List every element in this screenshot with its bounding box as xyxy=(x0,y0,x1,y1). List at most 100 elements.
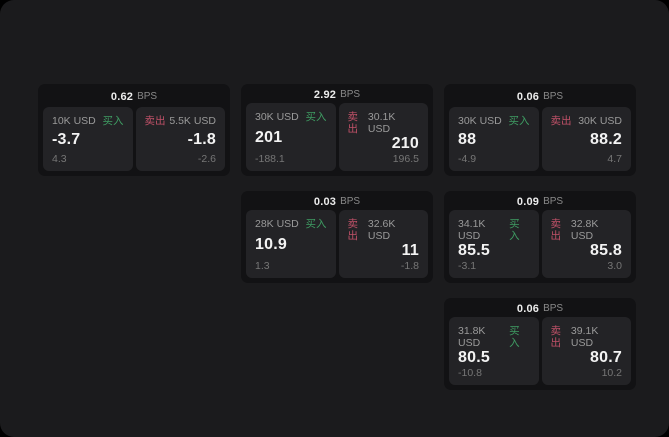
buy-side-tag: 买入 xyxy=(305,111,327,123)
sell-delta: 3.0 xyxy=(607,260,622,272)
spread-unit: BPS xyxy=(137,91,158,102)
sell-panel-header: 卖出 32.6K USD xyxy=(348,218,420,242)
buy-quote-panel[interactable]: 30K USD 买入 88 -4.9 xyxy=(449,107,539,171)
buy-quote-panel[interactable]: 34.1K USD 买入 85.5 -3.1 xyxy=(449,210,539,278)
buy-panel-header: 30K USD 买入 xyxy=(255,111,327,123)
buy-delta: 1.3 xyxy=(255,260,270,272)
buy-delta: -3.1 xyxy=(458,260,477,272)
buy-quote-panel[interactable]: 30K USD 买入 201 -188.1 xyxy=(246,103,336,171)
sell-side-tag: 卖出 xyxy=(347,111,359,135)
buy-price: 85.5 xyxy=(458,242,490,259)
spread-unit: BPS xyxy=(340,196,361,207)
sell-size: 32.8K USD xyxy=(570,218,599,242)
spread-header: 0.03 BPS xyxy=(246,195,428,208)
sell-delta: 10.2 xyxy=(601,367,622,379)
quote-card: 0.09 BPS 34.1K USD 买入 85.5 -3.1 卖出 32.8K… xyxy=(444,191,636,283)
spread-value: 0.06 xyxy=(516,302,540,315)
quote-panels: 31.8K USD 买入 80.5 -10.8 卖出 39.1K USD 80.… xyxy=(449,317,631,385)
sell-quote-panel[interactable]: 卖出 39.1K USD 80.7 10.2 xyxy=(541,317,631,385)
sell-panel-header: 卖出 30K USD xyxy=(551,115,623,127)
sell-delta: -2.6 xyxy=(197,153,216,165)
sell-delta: -1.8 xyxy=(400,260,419,272)
buy-delta: -4.9 xyxy=(458,153,477,165)
buy-side-tag: 买入 xyxy=(305,218,327,230)
sell-quote-panel[interactable]: 卖出 32.8K USD 85.8 3.0 xyxy=(541,210,631,278)
sell-delta: 4.7 xyxy=(607,153,622,165)
buy-size: 30K USD xyxy=(458,115,502,127)
buy-size: 34.1K USD xyxy=(458,218,486,242)
sell-price: -1.8 xyxy=(187,131,216,148)
quote-card: 0.06 BPS 31.8K USD 买入 80.5 -10.8 卖出 39.1… xyxy=(444,298,636,390)
buy-size: 28K USD xyxy=(255,218,299,230)
quote-card: 0.03 BPS 28K USD 买入 10.9 1.3 卖出 32.6K US… xyxy=(241,191,433,283)
sell-side-tag: 卖出 xyxy=(550,325,562,349)
quote-panels: 10K USD 买入 -3.7 4.3 卖出 5.5K USD -1.8 -2.… xyxy=(43,107,225,171)
sell-panel-header: 卖出 5.5K USD xyxy=(145,115,217,127)
sell-quote-panel[interactable]: 卖出 5.5K USD -1.8 -2.6 xyxy=(135,107,225,171)
sell-side-tag: 卖出 xyxy=(347,218,359,242)
spread-header: 0.06 BPS xyxy=(449,88,631,105)
sell-price: 80.7 xyxy=(590,349,622,366)
quote-card-grid: 0.62 BPS 10K USD 买入 -3.7 4.3 卖出 5.5K USD… xyxy=(38,84,636,390)
quote-panels: 34.1K USD 买入 85.5 -3.1 卖出 32.8K USD 85.8… xyxy=(449,210,631,278)
sell-panel-header: 卖出 32.8K USD xyxy=(551,218,623,242)
sell-price: 11 xyxy=(401,242,419,259)
spread-header: 2.92 BPS xyxy=(246,88,428,101)
sell-size: 5.5K USD xyxy=(169,115,216,127)
spread-unit: BPS xyxy=(543,91,564,102)
buy-price: 80.5 xyxy=(458,349,490,366)
buy-quote-panel[interactable]: 10K USD 买入 -3.7 4.3 xyxy=(43,107,133,171)
sell-quote-panel[interactable]: 卖出 32.6K USD 11 -1.8 xyxy=(338,210,428,278)
buy-quote-panel[interactable]: 31.8K USD 买入 80.5 -10.8 xyxy=(449,317,539,385)
sell-size: 39.1K USD xyxy=(570,325,599,349)
quote-panels: 28K USD 买入 10.9 1.3 卖出 32.6K USD 11 -1.8 xyxy=(246,210,428,278)
spread-value: 0.62 xyxy=(110,90,134,103)
sell-size: 32.6K USD xyxy=(367,218,396,242)
sell-size: 30.1K USD xyxy=(367,111,396,135)
buy-price: 88 xyxy=(458,131,477,148)
buy-panel-header: 28K USD 买入 xyxy=(255,218,327,230)
buy-panel-header: 30K USD 买入 xyxy=(458,115,530,127)
quote-panels: 30K USD 买入 201 -188.1 卖出 30.1K USD 210 1… xyxy=(246,103,428,171)
spread-unit: BPS xyxy=(340,89,361,100)
sell-size: 30K USD xyxy=(578,115,622,127)
sell-quote-panel[interactable]: 卖出 30.1K USD 210 196.5 xyxy=(338,103,428,171)
buy-price: 10.9 xyxy=(255,236,287,253)
quote-panels: 30K USD 买入 88 -4.9 卖出 30K USD 88.2 4.7 xyxy=(449,107,631,171)
buy-size: 10K USD xyxy=(52,115,96,127)
buy-panel-header: 10K USD 买入 xyxy=(52,115,124,127)
sell-price: 210 xyxy=(391,135,419,152)
buy-panel-header: 34.1K USD 买入 xyxy=(458,218,530,242)
sell-panel-header: 卖出 30.1K USD xyxy=(348,111,420,135)
spread-value: 0.03 xyxy=(313,195,337,208)
quote-card: 0.06 BPS 30K USD 买入 88 -4.9 卖出 30K USD 8… xyxy=(444,84,636,176)
buy-side-tag: 买入 xyxy=(508,115,530,127)
spread-header: 0.06 BPS xyxy=(449,302,631,315)
buy-delta: -10.8 xyxy=(458,367,482,379)
quote-card: 0.62 BPS 10K USD 买入 -3.7 4.3 卖出 5.5K USD… xyxy=(38,84,230,176)
buy-price: 201 xyxy=(255,129,283,146)
spread-value: 0.09 xyxy=(516,195,540,208)
sell-side-tag: 卖出 xyxy=(144,115,166,127)
spread-value: 0.06 xyxy=(516,90,540,103)
sell-delta: 196.5 xyxy=(392,153,419,165)
buy-delta: 4.3 xyxy=(52,153,67,165)
buy-side-tag: 买入 xyxy=(509,325,520,349)
buy-side-tag: 买入 xyxy=(102,115,124,127)
buy-side-tag: 买入 xyxy=(509,218,520,242)
spread-unit: BPS xyxy=(543,303,564,314)
buy-delta: -188.1 xyxy=(255,153,285,165)
quote-card: 2.92 BPS 30K USD 买入 201 -188.1 卖出 30.1K … xyxy=(241,84,433,176)
sell-panel-header: 卖出 39.1K USD xyxy=(551,325,623,349)
buy-size: 30K USD xyxy=(255,111,299,123)
sell-quote-panel[interactable]: 卖出 30K USD 88.2 4.7 xyxy=(541,107,631,171)
spread-header: 0.09 BPS xyxy=(449,195,631,208)
buy-price: -3.7 xyxy=(52,131,81,148)
buy-size: 31.8K USD xyxy=(458,325,486,349)
spread-value: 2.92 xyxy=(313,88,337,101)
sell-price: 85.8 xyxy=(590,242,622,259)
buy-quote-panel[interactable]: 28K USD 买入 10.9 1.3 xyxy=(246,210,336,278)
spread-header: 0.62 BPS xyxy=(43,88,225,105)
buy-panel-header: 31.8K USD 买入 xyxy=(458,325,530,349)
